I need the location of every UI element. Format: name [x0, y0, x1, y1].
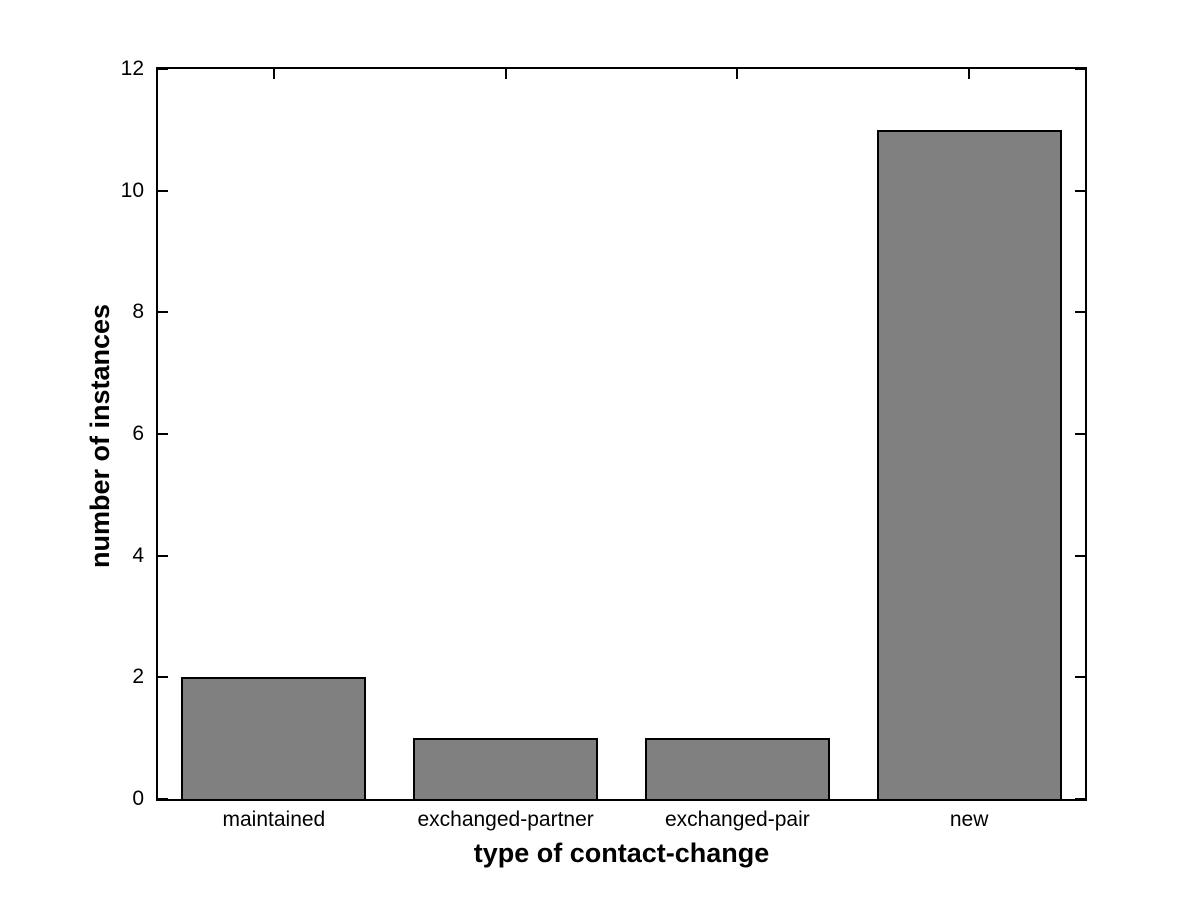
y-tick-mark-left	[158, 433, 168, 435]
y-tick-mark-right	[1075, 554, 1085, 557]
y-tick-mark-right	[1075, 676, 1085, 679]
y-tick-mark-right	[1075, 68, 1085, 70]
y-tick-label: 6	[132, 422, 144, 445]
y-tick-label: 10	[120, 178, 144, 202]
y-tick-label: 8	[132, 300, 144, 324]
x-axis-label: type of contact-change	[473, 838, 770, 868]
y-tick-mark-left	[158, 189, 168, 192]
y-tick-label: 4	[132, 543, 144, 567]
x-tick-label: exchanged-pair	[664, 808, 810, 831]
y-tick-mark-left	[158, 676, 168, 679]
y-axis-label: number of instances	[85, 303, 115, 569]
x-tick-label: maintained	[222, 808, 326, 831]
y-tick-mark-left	[158, 68, 168, 70]
y-tick-label: 0	[132, 787, 144, 810]
plot-area: 0 2 4 6 8 10 12 maintained exchanged-partner exch…	[121, 57, 1087, 831]
y-tick-label: 2	[132, 665, 144, 689]
y-tick-label: 12	[120, 57, 144, 80]
x-tick-mark-top	[504, 69, 507, 79]
y-tick-mark-left	[158, 311, 168, 314]
y-tick-mark-right	[1075, 798, 1085, 800]
x-tick-mark-top	[272, 69, 275, 79]
x-tick-mark-top	[968, 69, 971, 79]
bar-new	[877, 130, 1062, 799]
bar-maintained	[181, 677, 366, 799]
y-tick-mark-right	[1075, 433, 1085, 435]
y-tick-mark-right	[1075, 189, 1085, 192]
x-tick-label: exchanged-partner	[417, 808, 594, 831]
y-tick-mark-right	[1075, 311, 1085, 314]
x-tick-label: new	[949, 808, 989, 831]
bar-exchanged-partner	[413, 738, 598, 799]
y-tick-mark-left	[158, 554, 168, 557]
bar-exchanged-pair	[645, 738, 830, 799]
x-tick-mark-top	[736, 69, 739, 79]
y-tick-mark-left	[158, 798, 168, 800]
